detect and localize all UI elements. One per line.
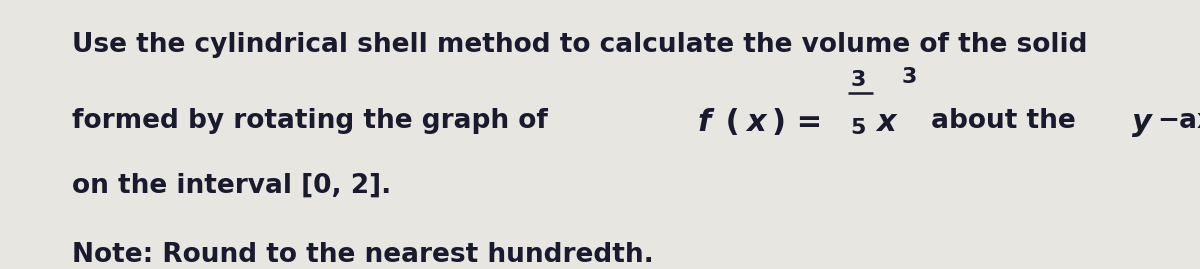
- Text: 3: 3: [901, 67, 917, 87]
- Text: on the interval [0, 2].: on the interval [0, 2].: [72, 172, 391, 198]
- Text: Use the cylindrical shell method to calculate the volume of the solid: Use the cylindrical shell method to calc…: [72, 32, 1087, 58]
- Text: Note: Round to the nearest hundredth.: Note: Round to the nearest hundredth.: [72, 242, 654, 268]
- Text: 3: 3: [851, 70, 866, 90]
- Text: −axis: −axis: [1157, 108, 1200, 134]
- Text: x: x: [746, 108, 767, 137]
- Text: y: y: [1132, 108, 1152, 137]
- Text: ) =: ) =: [772, 108, 833, 137]
- Text: f: f: [698, 108, 712, 137]
- Text: about the: about the: [922, 108, 1085, 134]
- Text: 5: 5: [851, 118, 866, 138]
- Text: x: x: [876, 108, 896, 137]
- Text: formed by rotating the graph of: formed by rotating the graph of: [72, 108, 557, 134]
- Text: (: (: [715, 108, 739, 137]
